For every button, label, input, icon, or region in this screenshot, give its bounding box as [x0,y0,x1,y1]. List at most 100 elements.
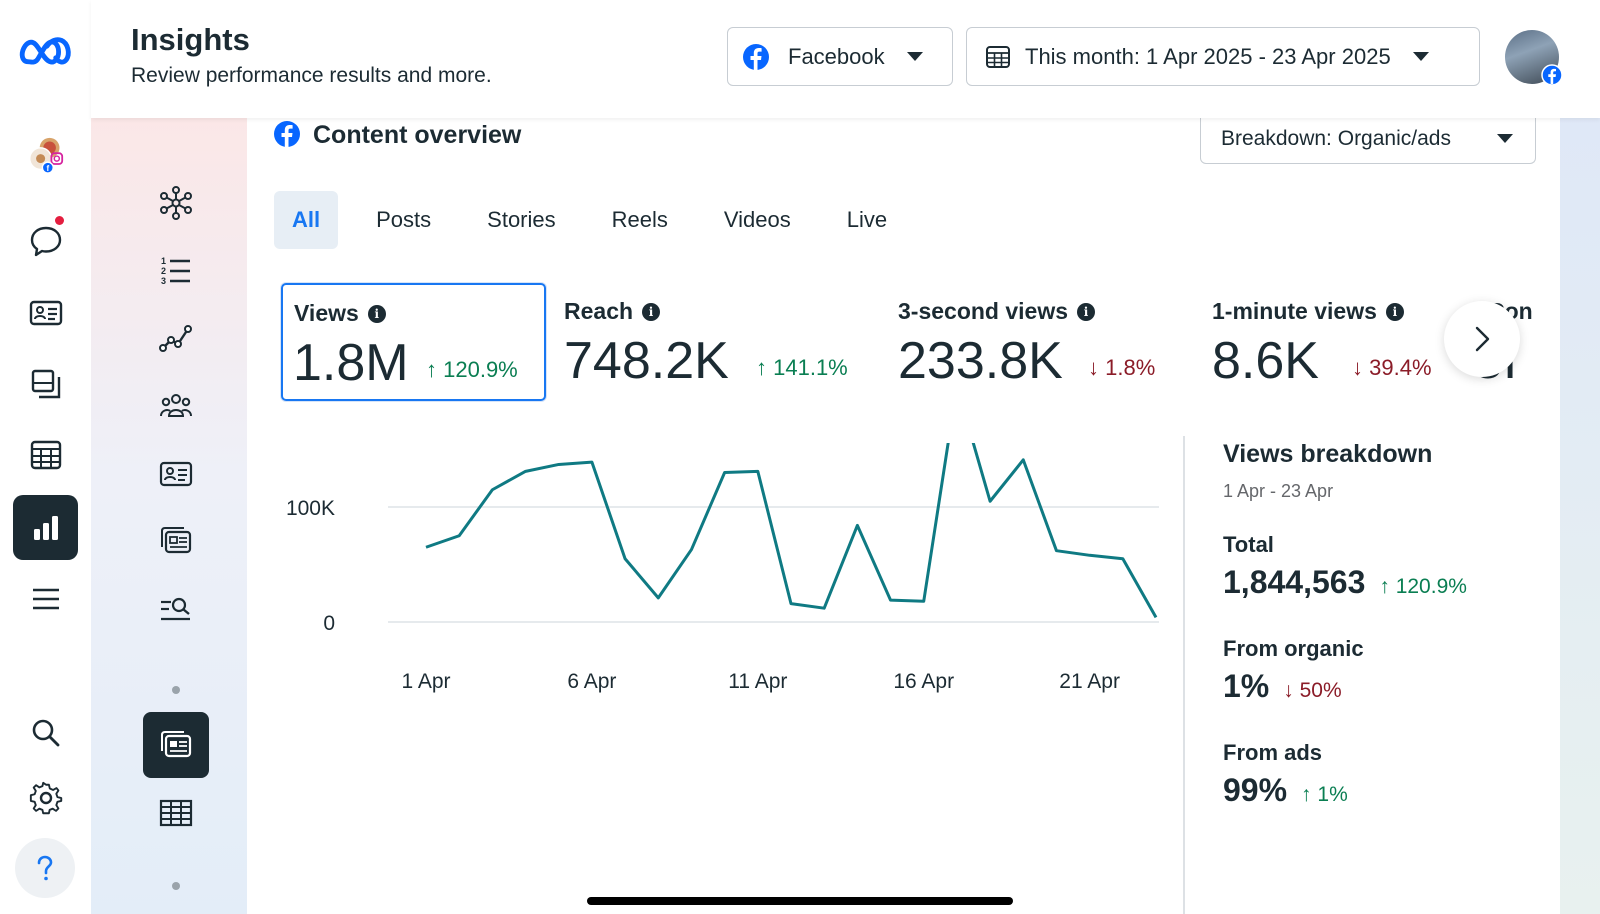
breakdown-dropdown[interactable]: Breakdown: Organic/ads [1200,114,1536,164]
insights-nav-item[interactable] [13,495,78,560]
platform-dropdown[interactable]: Facebook [727,27,953,86]
subnav-audience[interactable] [143,373,209,439]
metric-card-1-minute-views[interactable]: 1-minute views i 8.6K ↓ 39.4% [1212,283,1462,401]
svg-text:2: 2 [161,266,166,276]
info-icon[interactable]: i [1385,302,1404,321]
subnav-results[interactable]: 1 2 3 [143,238,209,304]
x-tick-label: 21 Apr [1059,670,1120,693]
tab-posts[interactable]: Posts [376,207,432,232]
breakdown-organic-row: 1% ↓ 50% [1223,668,1364,705]
info-icon[interactable]: i [642,302,661,321]
info-icon[interactable]: i [1077,302,1096,321]
subnav-overview[interactable] [143,170,209,236]
profile-avatar[interactable] [1505,30,1563,86]
metric-card-3-second-views[interactable]: 3-second views i 233.8K ↓ 1.8% [898,283,1188,401]
inbox-nav-item[interactable] [13,208,78,273]
change-value: 120.9% [1395,575,1467,598]
chevron-down-icon [1412,52,1429,61]
metric-value: 233.8K [898,332,1063,390]
section-title: Content overview [313,121,522,149]
page-header: Insights Review performance results and … [91,0,1600,118]
panel-divider [1183,436,1185,914]
breakdown-ads: From ads 99% ↑ 1% [1223,740,1348,809]
settings-nav-item[interactable] [13,765,78,830]
subnav-table[interactable] [143,780,209,846]
platform-dropdown-label: Facebook [788,43,885,69]
tab-videos[interactable]: Videos [723,207,791,232]
metrics-next-button[interactable] [1444,301,1520,377]
metric-change-value: 120.9% [443,357,518,382]
svg-text:3: 3 [161,276,166,286]
y-tick-label: 0 [323,612,335,635]
breakdown-total-change: ↑ 120.9% [1379,575,1467,599]
metric-change: ↓ 39.4% [1352,355,1432,381]
right-background-strip [1560,118,1600,914]
metric-card-views[interactable]: Views i 1.8M ↑ 120.9% [281,283,546,401]
calendar-grid-icon [30,440,61,469]
planner-nav-item[interactable] [13,422,78,487]
subnav-search-insights[interactable] [143,575,209,641]
content-overview-card: Content overview Breakdown: Organic/ads … [247,114,1560,914]
metric-card-reach[interactable]: Reach i 748.2K ↑ 141.1% [564,283,874,401]
global-nav-rail: f [0,0,91,914]
table-icon [159,799,193,827]
metric-label-text: 3-second views [898,298,1069,324]
all-tools-nav-item[interactable] [13,566,78,631]
breakdown-total-row: 1,844,563 ↑ 120.9% [1223,564,1467,601]
profile-card-nav-item[interactable] [13,280,78,345]
subnav-profile[interactable] [143,441,209,507]
subnav-content[interactable] [143,508,209,574]
page-subtitle: Review performance results and more. [131,64,492,87]
chevron-right-icon [1475,326,1490,352]
tab-stories[interactable]: Stories [487,207,556,232]
arrow-up-icon: ↑ [756,355,767,380]
breakdown-total-value: 1,844,563 [1223,564,1366,600]
search-nav-item[interactable] [13,700,78,765]
breakdown-organic: From organic 1% ↓ 50% [1223,636,1364,705]
metric-label-text: Views [294,300,359,326]
info-icon[interactable]: i [367,304,386,323]
tab-reels[interactable]: Reels [611,207,668,232]
metric-change-value: 141.1% [773,355,848,380]
date-range-label: This month: 1 Apr 2025 - 23 Apr 2025 [1025,43,1391,69]
x-tick-label: 6 Apr [567,670,616,693]
metric-label-text: Reach [564,298,634,324]
breakdown-dropdown-label: Breakdown: Organic/ads [1221,126,1451,150]
metric-change: ↑ 120.9% [426,357,518,383]
facebook-icon [743,43,769,70]
metric-label: Reach i [564,298,661,325]
breakdown-ads-row: 99% ↑ 1% [1223,772,1348,809]
arrow-up-icon: ↑ [1301,783,1312,806]
metric-value: 1.8M [293,334,409,392]
x-tick-label: 1 Apr [401,670,450,693]
question-mark-icon [37,855,53,881]
metric-label: Views i [294,300,386,327]
tab-all[interactable]: All [274,191,339,249]
metric-label-text: 1-minute views [1212,298,1377,324]
breakdown-organic-label: From organic [1223,636,1364,661]
list-search-icon [161,597,190,621]
help-button[interactable] [15,838,75,898]
date-range-dropdown[interactable]: This month: 1 Apr 2025 - 23 Apr 2025 [966,27,1480,86]
subnav-trends[interactable] [143,305,209,371]
breakdown-organic-change: ↓ 50% [1283,679,1341,703]
content-nav-item[interactable] [13,351,78,416]
account-switcher[interactable]: f [13,122,78,187]
account-avatars-icon: f [28,137,63,173]
subnav-content-active[interactable] [143,712,209,778]
x-tick-label: 16 Apr [893,670,954,693]
content-type-tabs: All Posts Stories Reels Videos Live [274,191,925,249]
arrow-up-icon: ↑ [1379,575,1390,598]
tab-live[interactable]: Live [846,207,888,232]
change-value: 1% [1317,783,1348,806]
arrow-down-icon: ↓ [1352,355,1363,380]
facebook-badge-icon [1541,64,1563,86]
content-cards-icon [161,527,192,554]
views-series-line [425,443,1158,619]
notification-dot [55,216,64,225]
breakdown-ads-change: ↑ 1% [1301,783,1348,807]
metric-label: 1-minute views i [1212,298,1404,325]
breakdown-total: Total 1,844,563 ↑ 120.9% [1223,532,1467,601]
content-cards-icon [161,731,192,758]
meta-logo-icon[interactable] [18,30,76,74]
